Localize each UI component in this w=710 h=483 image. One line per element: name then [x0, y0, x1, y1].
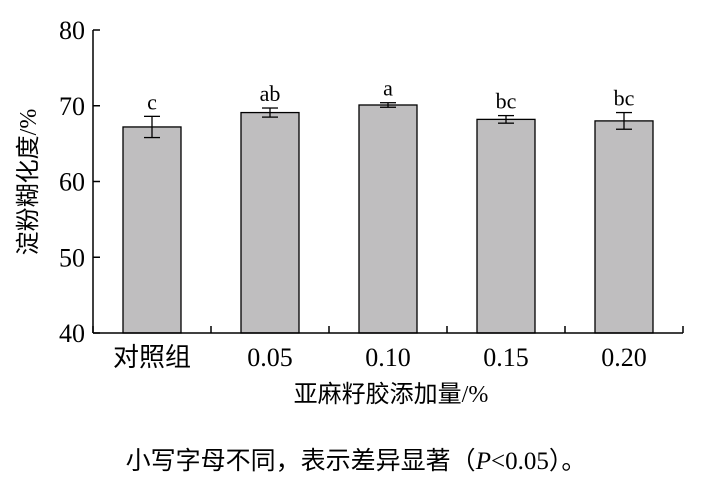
- y-tick-label: 70: [59, 92, 85, 121]
- footnote: 小写字母不同，表示差异显著（P<0.05）。: [126, 447, 587, 475]
- bar: [358, 104, 418, 334]
- significance-label: a: [383, 76, 393, 101]
- bar: [594, 120, 654, 334]
- axes-layer: 40 50 60 70 80 对照组 0.05 0.10 0.15 0.20: [59, 16, 684, 372]
- significance-label: c: [147, 89, 157, 114]
- y-tick-label: 80: [59, 16, 85, 45]
- y-tick-label: 40: [59, 319, 85, 348]
- x-tick-label: 0.05: [247, 343, 293, 372]
- footnote-p-symbol: P: [475, 448, 491, 475]
- x-tick-label: 0.20: [601, 343, 647, 372]
- significance-label: bc: [496, 89, 517, 114]
- x-tick-label: 0.15: [483, 343, 529, 372]
- y-tick-label: 60: [59, 168, 85, 197]
- significance-labels-layer: c ab a bc bc: [147, 76, 635, 115]
- y-tick-label: 50: [59, 243, 85, 272]
- y-axis-title: 淀粉糊化度/%: [15, 109, 42, 256]
- bar: [122, 126, 182, 334]
- bars-layer: [122, 104, 654, 334]
- significance-label: ab: [260, 81, 281, 106]
- x-tick-label: 0.10: [365, 343, 411, 372]
- footnote-suffix: <0.05）。: [491, 447, 586, 475]
- significance-label: bc: [614, 86, 635, 111]
- footnote-prefix: 小写字母不同，表示差异显著（: [126, 447, 476, 475]
- bar: [476, 118, 536, 334]
- x-axis-title: 亚麻籽胶添加量/%: [294, 381, 489, 408]
- error-bars-layer: [144, 102, 632, 139]
- x-tick-label: 对照组: [113, 343, 191, 372]
- bar: [240, 111, 300, 334]
